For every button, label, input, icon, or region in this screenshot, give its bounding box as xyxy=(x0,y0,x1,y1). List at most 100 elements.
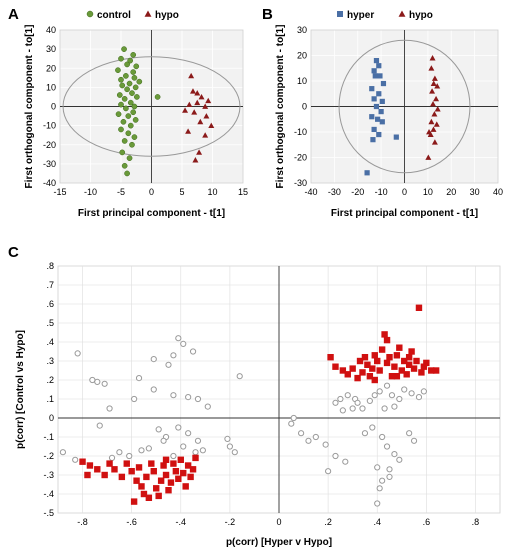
data-point-4 xyxy=(150,356,157,363)
y-tick-label: .1 xyxy=(46,394,54,404)
data-point-1 xyxy=(84,471,91,479)
y-tick-label: -.5 xyxy=(43,508,54,518)
panel-letter-A: A xyxy=(8,6,19,23)
data-point-32 xyxy=(187,473,194,481)
data-point-3 xyxy=(94,466,101,473)
y-tick-label: 40 xyxy=(46,25,56,35)
data-point-5 xyxy=(380,80,387,87)
y-tick-label: -30 xyxy=(43,159,56,169)
data-point-4 xyxy=(124,61,130,68)
data-point-10 xyxy=(118,76,124,83)
data-point-4 xyxy=(434,83,441,89)
data-point-31 xyxy=(138,447,145,454)
legend-label: hypo xyxy=(155,10,179,21)
data-point-9 xyxy=(128,468,135,475)
data-point-21 xyxy=(160,462,167,469)
data-point-2 xyxy=(86,462,94,469)
data-point-6 xyxy=(369,86,375,92)
data-point-1 xyxy=(130,52,137,58)
x-tick-label: -10 xyxy=(375,187,388,197)
x-tick-label: 30 xyxy=(470,187,480,197)
data-point-37 xyxy=(124,170,130,177)
x-tick-label: .8 xyxy=(472,517,480,527)
data-point-35 xyxy=(130,498,138,505)
x-tick-label: -10 xyxy=(84,187,97,197)
data-point-70 xyxy=(428,367,435,374)
data-point-5 xyxy=(202,103,209,109)
data-point-3 xyxy=(430,80,437,86)
data-point-66 xyxy=(415,304,423,311)
data-point-40 xyxy=(344,371,351,378)
data-point-legend xyxy=(144,10,152,17)
y-tick-label: -10 xyxy=(294,127,307,137)
data-point-71 xyxy=(432,367,440,374)
data-point-41 xyxy=(349,365,356,372)
data-point-57 xyxy=(383,382,391,389)
legend-item-hypo: hypo xyxy=(398,10,433,21)
data-point-23 xyxy=(165,487,172,494)
data-point-43 xyxy=(305,437,312,444)
data-point-58 xyxy=(396,344,403,351)
data-point-26 xyxy=(172,468,180,475)
data-point-5 xyxy=(133,63,140,70)
data-point-22 xyxy=(123,105,129,112)
y-axis-title: First orthogonal component - to[1] xyxy=(24,25,35,189)
data-point-19 xyxy=(155,492,162,500)
data-point-32 xyxy=(126,452,133,460)
data-point-2 xyxy=(431,75,438,81)
x-tick-label: 40 xyxy=(493,187,503,197)
data-point-73 xyxy=(379,477,386,484)
data-point-15 xyxy=(371,126,377,133)
data-point-34 xyxy=(119,149,126,156)
data-point-51 xyxy=(378,346,386,353)
data-point-22 xyxy=(162,471,170,479)
panel-letter-B: B xyxy=(262,6,273,23)
x-tick-label: -.4 xyxy=(176,517,187,527)
data-point-16 xyxy=(194,395,202,403)
legend-label: hypo xyxy=(409,10,433,21)
data-point-6 xyxy=(115,67,121,74)
x-tick-label: -.8 xyxy=(77,517,88,527)
data-point-2 xyxy=(118,55,124,62)
data-point-56 xyxy=(376,388,383,395)
data-point-7 xyxy=(191,109,198,115)
data-point-76 xyxy=(405,354,413,361)
data-point-13 xyxy=(150,386,157,393)
y-tick-label: -30 xyxy=(294,178,307,188)
data-point-39 xyxy=(136,78,143,85)
data-point-27 xyxy=(180,443,187,450)
data-point-59 xyxy=(398,367,405,374)
data-point-4 xyxy=(101,471,108,479)
data-point-37 xyxy=(327,354,334,361)
data-point-10 xyxy=(208,122,215,129)
x-tick-label: -15 xyxy=(53,187,66,197)
data-point-28 xyxy=(177,456,184,463)
data-point-63 xyxy=(420,388,427,395)
data-point-65 xyxy=(413,357,420,365)
x-tick-label: -.2 xyxy=(225,517,236,527)
data-point-9 xyxy=(431,111,438,117)
data-point-17 xyxy=(134,94,140,100)
data-point-7 xyxy=(376,91,382,97)
data-point-5 xyxy=(165,361,172,368)
data-point-11 xyxy=(378,109,384,115)
data-point-3 xyxy=(127,57,133,64)
data-point-36 xyxy=(72,456,79,463)
data-point-3 xyxy=(101,380,108,387)
data-point-47 xyxy=(369,365,376,372)
data-point-4 xyxy=(372,73,378,79)
data-point-41 xyxy=(290,414,297,422)
data-point-77 xyxy=(386,473,393,480)
data-point-64 xyxy=(361,430,369,437)
x-tick-label: 0 xyxy=(276,517,281,527)
data-point-16 xyxy=(186,101,193,107)
data-point-legend xyxy=(86,10,94,18)
data-point-50 xyxy=(376,367,383,374)
data-point-78 xyxy=(349,405,356,412)
data-point-0 xyxy=(429,55,436,61)
y-tick-label: .5 xyxy=(46,318,54,328)
data-point-13 xyxy=(196,149,203,155)
data-point-17 xyxy=(370,137,376,143)
data-point-7 xyxy=(180,340,187,347)
